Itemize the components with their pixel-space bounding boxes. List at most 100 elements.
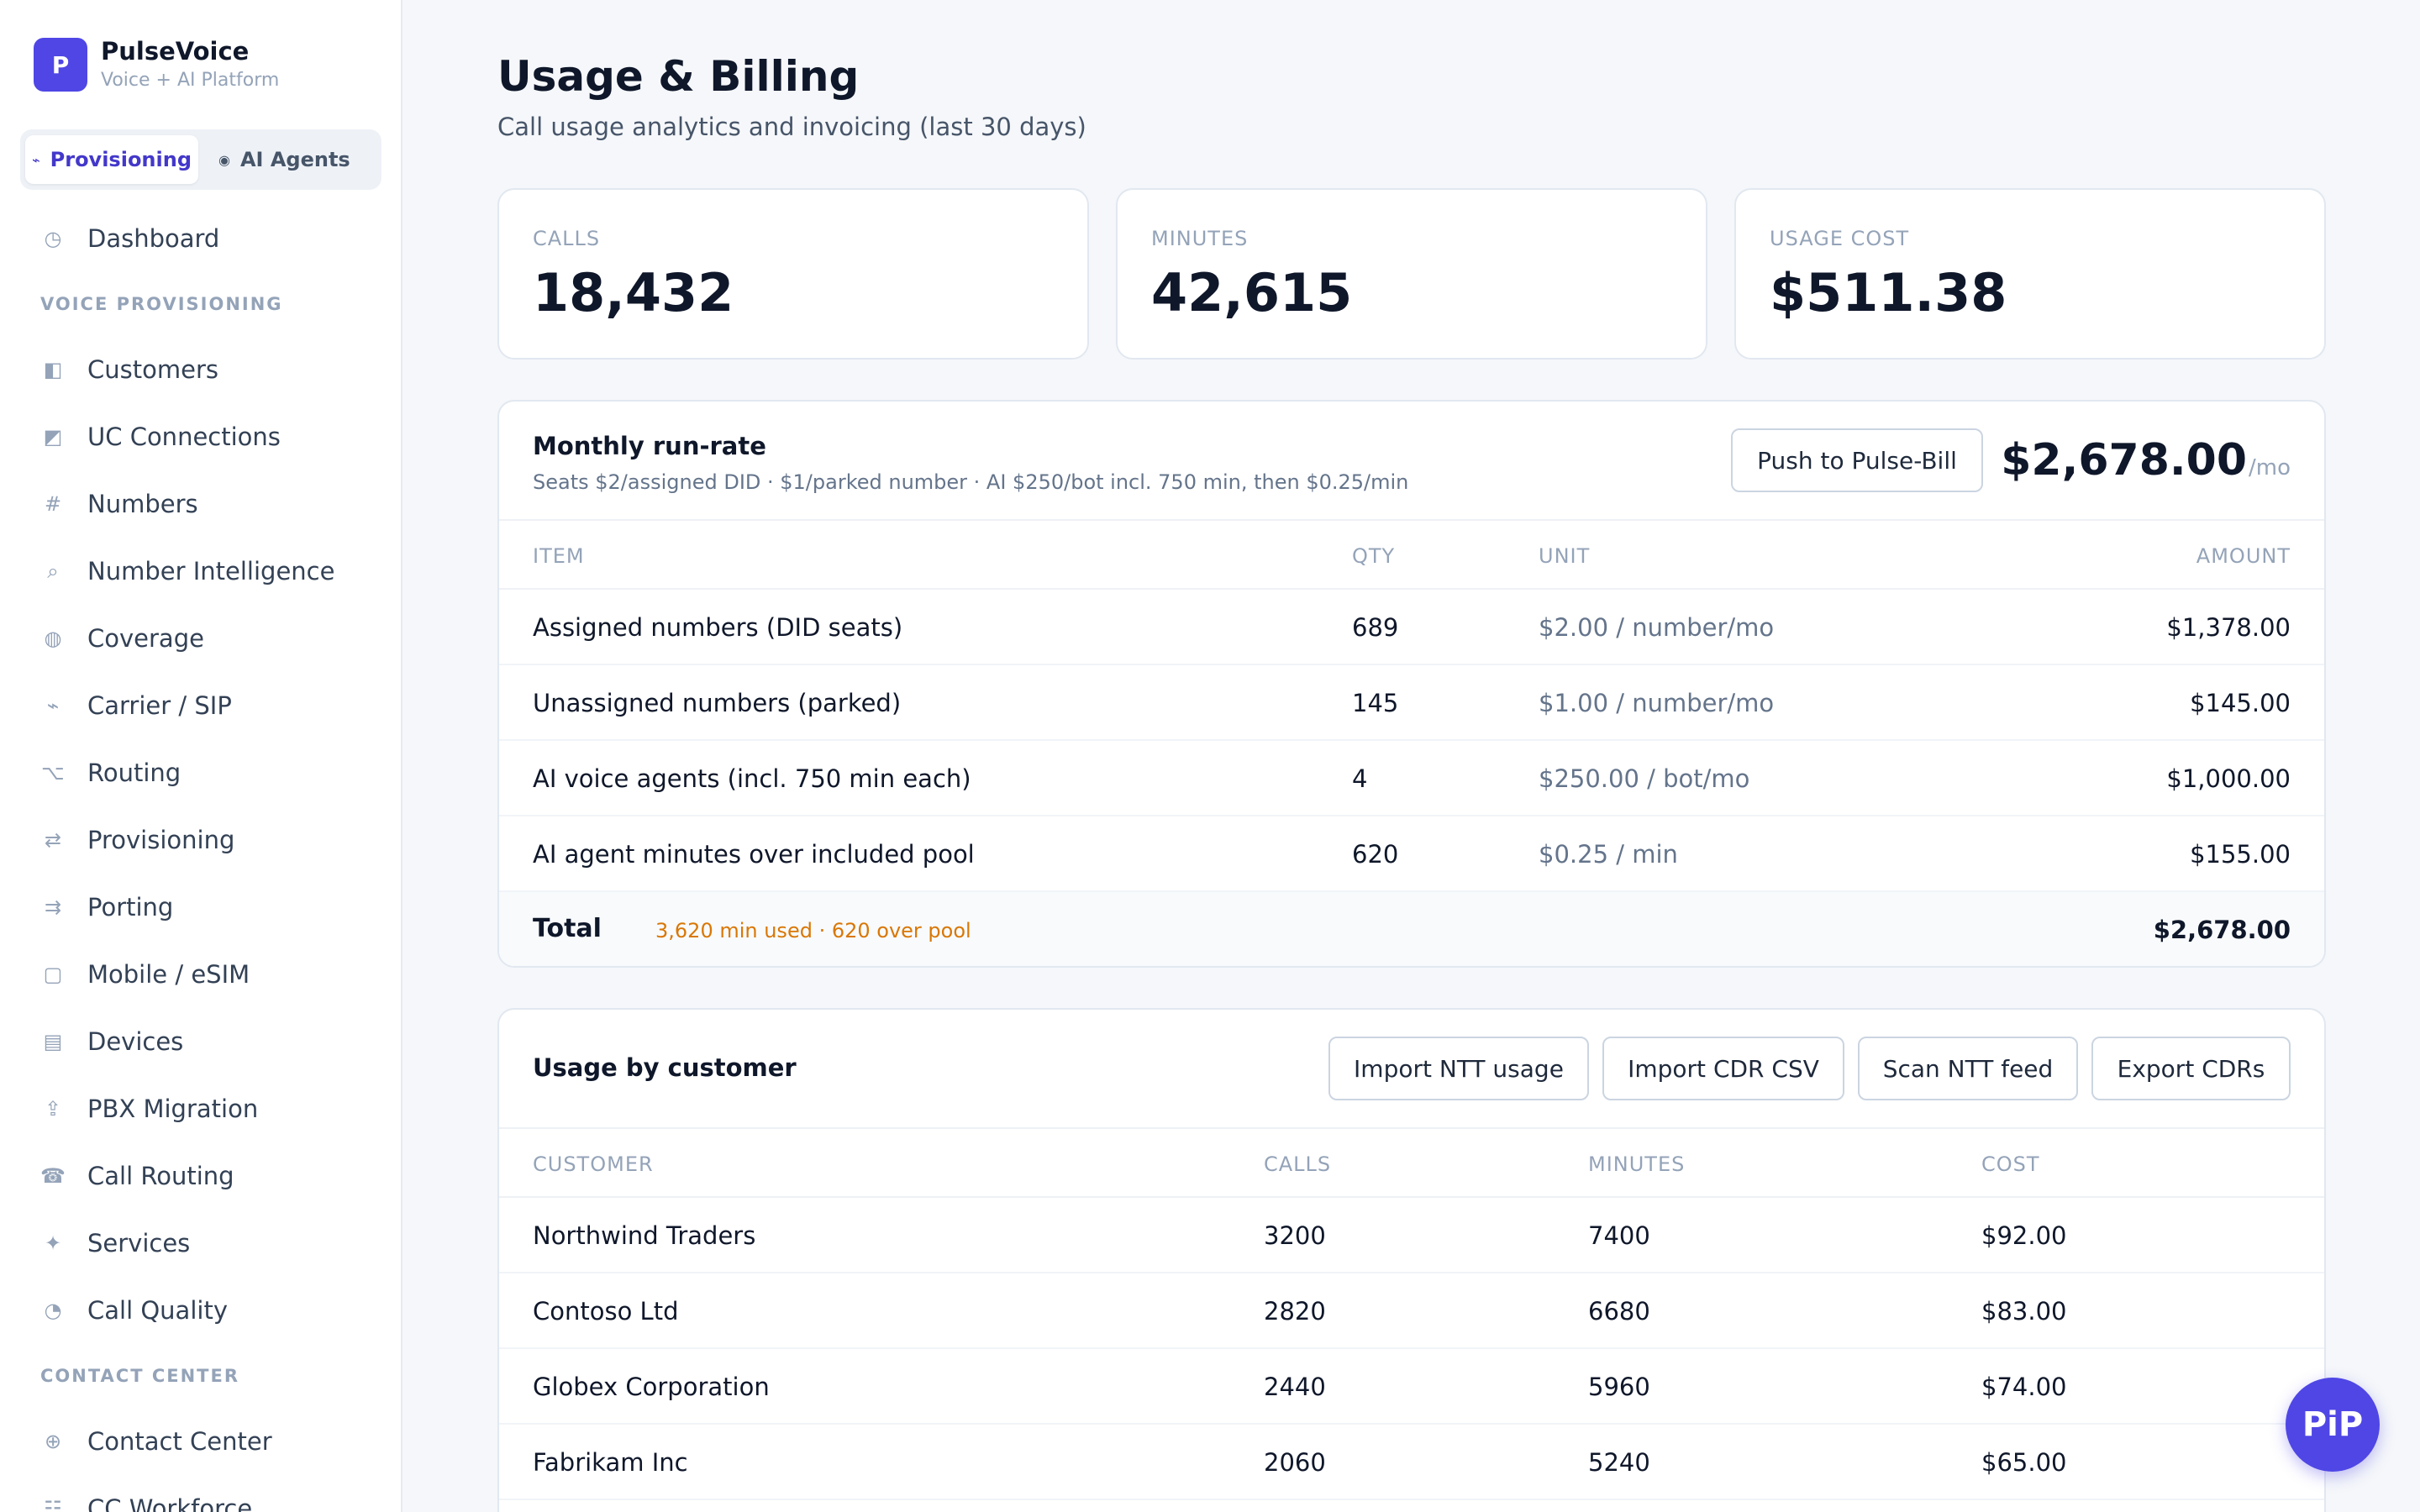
sidebar-item-label: Call Routing xyxy=(87,1162,234,1190)
sidebar-item-label: Customers xyxy=(87,355,218,384)
qty-cell: 689 xyxy=(1352,613,1399,642)
total-amount: $2,678.00 xyxy=(2153,916,2291,944)
sidebar-item-label: Routing xyxy=(87,759,182,787)
usage-table-header: CUSTOMER CALLS MINUTES COST xyxy=(499,1129,2324,1198)
stat-card-calls: CALLS 18,432 xyxy=(497,188,1089,360)
export-cdrs-button[interactable]: Export CDRs xyxy=(2091,1037,2291,1100)
scan-ntt-feed-button[interactable]: Scan NTT feed xyxy=(1858,1037,2078,1100)
sidebar-item-contact-center[interactable]: ⊕ Contact Center xyxy=(0,1408,401,1475)
tab-provisioning[interactable]: ⌁ Provisioning xyxy=(25,135,198,184)
sidebar-item-call-quality[interactable]: ◔ Call Quality xyxy=(0,1277,401,1344)
mobile-icon: ▢ xyxy=(43,963,63,986)
sidebar-item-carrier-sip[interactable]: ⌁ Carrier / SIP xyxy=(0,672,401,739)
pulse-icon: ⌁ xyxy=(32,151,40,168)
cost-cell: $92.00 xyxy=(1981,1221,2067,1250)
calls-cell: 2440 xyxy=(1264,1373,1326,1401)
tab-ai-agents[interactable]: ◉ AI Agents xyxy=(212,135,357,184)
usage-header: Usage by customer Import NTT usage Impor… xyxy=(499,1010,2324,1129)
minutes-cell: 6680 xyxy=(1588,1297,1650,1326)
table-row[interactable]: Globex Corporation 2440 5960 $74.00 xyxy=(499,1349,2324,1425)
customers-icon: ◧ xyxy=(43,358,63,381)
sidebar-item-label: PBX Migration xyxy=(87,1095,259,1123)
stat-card-usage-cost: USAGE COST $511.38 xyxy=(1734,188,2326,360)
sidebar-item-numbers[interactable]: # Numbers xyxy=(0,470,401,538)
routing-icon: ⌥ xyxy=(41,761,65,785)
sidebar-item-coverage[interactable]: ◍ Coverage xyxy=(0,605,401,672)
runrate-panel: Monthly run-rate Seats $2/assigned DID ·… xyxy=(497,400,2326,968)
unit-cell: $1.00 / number/mo xyxy=(1539,689,1775,717)
customer-cell: Globex Corporation xyxy=(533,1373,770,1401)
sidebar-item-pbx-migration[interactable]: ⇪ PBX Migration xyxy=(0,1075,401,1142)
sidebar-item-dashboard[interactable]: ◷ Dashboard xyxy=(0,205,401,272)
runrate-description: Seats $2/assigned DID · $1/parked number… xyxy=(533,470,1409,494)
sidebar-item-label: Coverage xyxy=(87,624,204,653)
section-contact-center: CONTACT CENTER xyxy=(40,1366,240,1386)
stat-label: USAGE COST xyxy=(1770,227,1910,250)
runrate-period: /mo xyxy=(2249,455,2291,480)
brand[interactable]: P PulseVoice Voice + AI Platform xyxy=(34,37,279,92)
stat-label: MINUTES xyxy=(1151,227,1249,250)
sidebar-item-porting[interactable]: ⇉ Porting xyxy=(0,874,401,941)
dot-icon: ◉ xyxy=(218,151,230,168)
sidebar-item-provisioning[interactable]: ⇄ Provisioning xyxy=(0,806,401,874)
table-row: AI voice agents (incl. 750 min each) 4 $25… xyxy=(499,741,2324,816)
column-header-minutes[interactable]: MINUTES xyxy=(1588,1152,1686,1176)
sidebar-item-label: CC Workforce xyxy=(87,1494,253,1512)
uc-connections-icon: ◩ xyxy=(43,425,63,449)
sidebar-item-label: UC Connections xyxy=(87,423,281,451)
mode-switch: ⌁ Provisioning ◉ AI Agents xyxy=(20,129,381,190)
customer-cell: Fabrikam Inc xyxy=(533,1448,688,1477)
table-row[interactable]: Contoso Ltd 2820 6680 $83.00 xyxy=(499,1273,2324,1349)
devices-icon: ▤ xyxy=(43,1030,63,1053)
usage-panel: Usage by customer Import NTT usage Impor… xyxy=(497,1008,2326,1512)
minutes-cell: 5240 xyxy=(1588,1448,1650,1477)
sidebar-item-call-routing[interactable]: ☎ Call Routing xyxy=(0,1142,401,1210)
stat-card-minutes: MINUTES 42,615 xyxy=(1116,188,1707,360)
sidebar-item-mobile-esim[interactable]: ▢ Mobile / eSIM xyxy=(0,941,401,1008)
search-icon: ⌕ xyxy=(47,559,59,583)
pip-button[interactable]: PiP xyxy=(2286,1378,2380,1472)
quality-icon: ◔ xyxy=(44,1299,62,1322)
brand-tagline: Voice + AI Platform xyxy=(101,70,280,91)
import-ntt-usage-button[interactable]: Import NTT usage xyxy=(1328,1037,1589,1100)
push-to-pulse-bill-button[interactable]: Push to Pulse-Bill xyxy=(1731,428,1983,492)
runrate-title: Monthly run-rate xyxy=(533,432,766,460)
phone-icon: ☎ xyxy=(40,1164,66,1188)
column-header-qty[interactable]: QTY xyxy=(1352,544,1396,568)
column-header-unit[interactable]: UNIT xyxy=(1539,544,1591,568)
sidebar-item-number-intelligence[interactable]: ⌕ Number Intelligence xyxy=(0,538,401,605)
sidebar-item-routing[interactable]: ⌥ Routing xyxy=(0,739,401,806)
cost-cell: $65.00 xyxy=(1981,1448,2067,1477)
qty-cell: 4 xyxy=(1352,764,1368,793)
sidebar-item-label: Services xyxy=(87,1229,191,1257)
customer-cell: Northwind Traders xyxy=(533,1221,756,1250)
cost-cell: $83.00 xyxy=(1981,1297,2067,1326)
contact-center-icon: ⊕ xyxy=(44,1430,62,1453)
import-cdr-csv-button[interactable]: Import CDR CSV xyxy=(1602,1037,1844,1100)
brand-logo: P xyxy=(34,38,87,92)
sidebar-item-devices[interactable]: ▤ Devices xyxy=(0,1008,401,1075)
sidebar-item-uc-connections[interactable]: ◩ UC Connections xyxy=(0,403,401,470)
table-row[interactable]: Fabrikam Inc 2060 5240 $65.00 xyxy=(499,1425,2324,1500)
calls-cell: 2060 xyxy=(1264,1448,1326,1477)
sidebar-item-customers[interactable]: ◧ Customers xyxy=(0,336,401,403)
column-header-cost[interactable]: COST xyxy=(1981,1152,2040,1176)
carrier-icon: ⌁ xyxy=(46,694,60,717)
table-row[interactable]: Northwind Traders 3200 7400 $92.00 xyxy=(499,1198,2324,1273)
cost-cell: $74.00 xyxy=(1981,1373,2067,1401)
sidebar-item-label: Call Quality xyxy=(87,1296,228,1325)
sidebar-item-cc-workforce[interactable]: ☷ CC Workforce xyxy=(0,1475,401,1512)
item-cell: Unassigned numbers (parked) xyxy=(533,689,902,717)
sidebar-item-services[interactable]: ✦ Services xyxy=(0,1210,401,1277)
column-header-calls[interactable]: CALLS xyxy=(1264,1152,1332,1176)
column-header-item[interactable]: ITEM xyxy=(533,544,585,568)
amount-cell: $155.00 xyxy=(2190,840,2291,869)
sidebar-item-label: Dashboard xyxy=(87,224,220,253)
item-cell: AI voice agents (incl. 750 min each) xyxy=(533,764,971,793)
table-row: Unassigned numbers (parked) 145 $1.00 / nu… xyxy=(499,665,2324,741)
runrate-table-header: ITEM QTY UNIT AMOUNT xyxy=(499,521,2324,590)
amount-cell: $1,000.00 xyxy=(2166,764,2291,793)
column-header-customer[interactable]: CUSTOMER xyxy=(533,1152,654,1176)
column-header-amount[interactable]: AMOUNT xyxy=(2196,544,2291,568)
stat-value: 18,432 xyxy=(533,262,734,323)
